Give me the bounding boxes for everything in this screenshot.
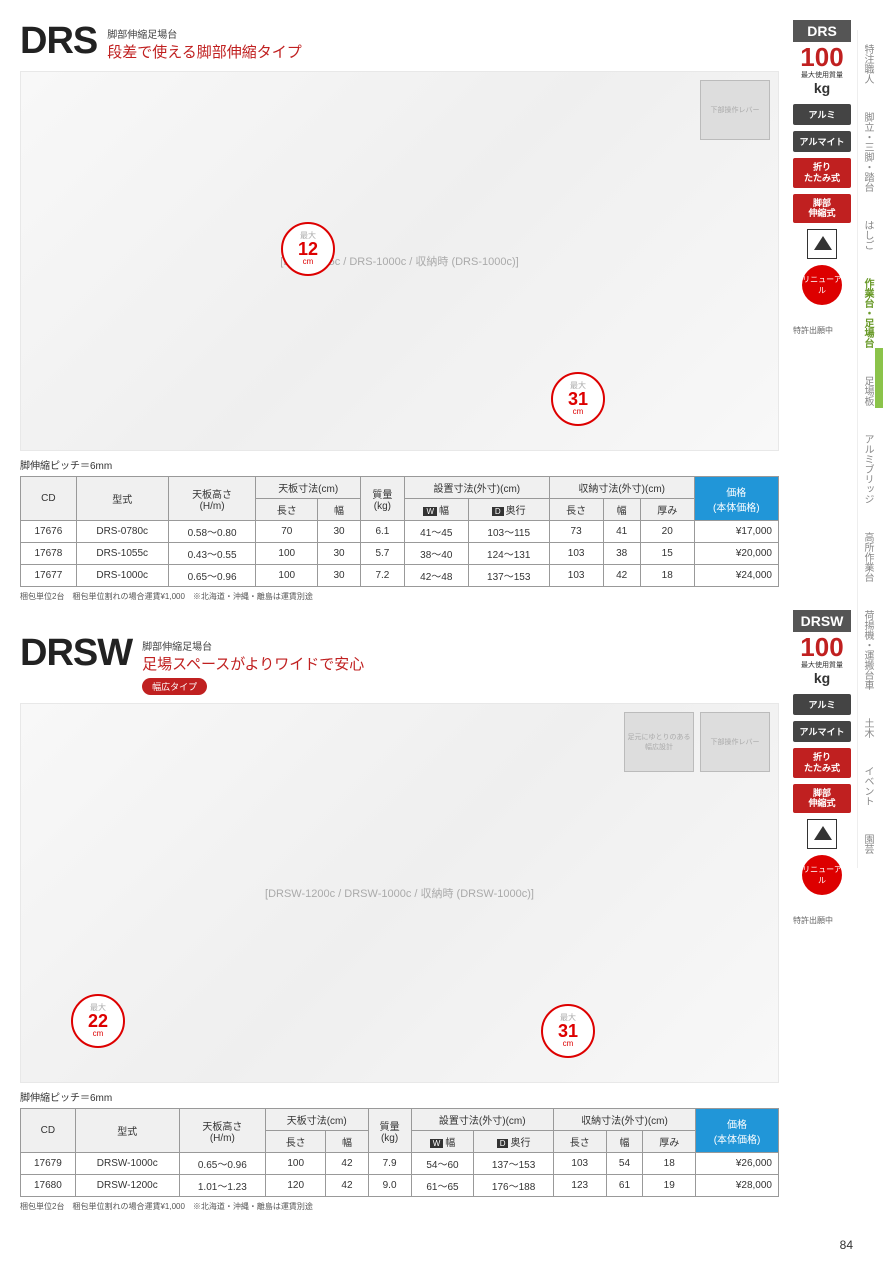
feature-tag: 脚部伸縮式 xyxy=(793,194,851,224)
height-callout: 最大31cm xyxy=(551,372,605,426)
nav-item[interactable]: 足場板 xyxy=(857,362,877,420)
height-callout: 最大22cm xyxy=(71,994,125,1048)
height-callout: 最大12cm xyxy=(281,222,335,276)
detail-thumb: 下部操作レバー xyxy=(700,712,770,772)
safety-icon xyxy=(807,819,837,849)
table-row: 17679DRSW-1000c0.65～0.96100427.954～60137… xyxy=(21,1153,779,1175)
safety-icon xyxy=(807,229,837,259)
detail-thumb: 下部操作レバー xyxy=(700,80,770,140)
wide-badge: 幅広タイプ xyxy=(142,678,207,695)
product-tagline: 段差で使える脚部伸縮タイプ xyxy=(107,41,302,62)
renewal-badge: リニューアル xyxy=(802,855,842,895)
active-section-marker xyxy=(875,348,883,408)
renewal-badge: リニューアル xyxy=(802,265,842,305)
pitch-note: 脚伸縮ピッチ＝6mm xyxy=(20,1089,779,1104)
nav-item[interactable]: はしご xyxy=(857,206,877,264)
material-tag: アルミ xyxy=(793,694,851,715)
load-rating: 100 最大使用質量kg xyxy=(793,42,851,98)
product-code: DRSW xyxy=(20,632,132,675)
nav-item[interactable]: 脚立・三脚・踏台 xyxy=(857,98,877,206)
patent-note: 特許出願中 xyxy=(793,325,853,336)
feature-tag: 脚部伸縮式 xyxy=(793,784,851,814)
product-image-area: [DRS-1055c / DRS-1000c / 収納時 (DRS-1000c)… xyxy=(20,71,779,451)
nav-item[interactable]: 高所作業台 xyxy=(857,518,877,596)
table-row: 17677DRS-1000c0.65～0.96100307.242～48137～… xyxy=(21,565,779,587)
nav-item[interactable]: 園芸 xyxy=(857,820,877,868)
nav-item[interactable]: 荷揚機・運搬台車 xyxy=(857,596,877,704)
nav-item[interactable]: 特注職人 xyxy=(857,30,877,98)
spec-table: CD型式天板高さ(H/m)天板寸法(cm)質量(kg)設置寸法(外寸)(cm)収… xyxy=(20,476,779,587)
height-callout: 最大31cm xyxy=(541,1004,595,1058)
product-tagline: 足場スペースがよりワイドで安心 xyxy=(142,653,364,674)
nav-item[interactable]: アルミブリッジ xyxy=(857,420,877,518)
product-subtitle: 脚部伸縮足場台 xyxy=(142,638,364,653)
nav-item[interactable]: イベント xyxy=(857,752,877,820)
product-code: DRS xyxy=(20,20,97,63)
material-tag: アルミ xyxy=(793,104,851,125)
load-rating: 100 最大使用質量kg xyxy=(793,632,851,688)
product-image-area: [DRSW-1200c / DRSW-1000c / 収納時 (DRSW-100… xyxy=(20,703,779,1083)
table-footnote: 梱包単位2台 梱包単位割れの場合運賃¥1,000 ※北海道・沖縄・離島は運賃別途 xyxy=(20,591,779,602)
sidebar-code: DRSW xyxy=(793,610,851,632)
feature-tag: 折りたたみ式 xyxy=(793,748,851,778)
product-subtitle: 脚部伸縮足場台 xyxy=(107,26,302,41)
feature-tag: 折りたたみ式 xyxy=(793,158,851,188)
table-footnote: 梱包単位2台 梱包単位割れの場合運賃¥1,000 ※北海道・沖縄・離島は運賃別途 xyxy=(20,1201,779,1212)
material-tag: アルマイト xyxy=(793,721,851,742)
sidebar-code: DRS xyxy=(793,20,851,42)
nav-item[interactable]: 作業台・足場台 xyxy=(857,264,877,362)
spec-table: CD型式天板高さ(H/m)天板寸法(cm)質量(kg)設置寸法(外寸)(cm)収… xyxy=(20,1108,779,1197)
pitch-note: 脚伸縮ピッチ＝6mm xyxy=(20,457,779,472)
material-tag: アルマイト xyxy=(793,131,851,152)
patent-note: 特許出願中 xyxy=(793,915,853,926)
nav-item[interactable]: 土木 xyxy=(857,704,877,752)
table-row: 17676DRS-0780c0.58～0.8070306.141～45103～1… xyxy=(21,521,779,543)
detail-thumb: 足元にゆとりのある幅広設計 xyxy=(624,712,694,772)
table-row: 17680DRSW-1200c1.01～1.23120429.061～65176… xyxy=(21,1175,779,1197)
table-row: 17678DRS-1055c0.43～0.55100305.738～40124～… xyxy=(21,543,779,565)
